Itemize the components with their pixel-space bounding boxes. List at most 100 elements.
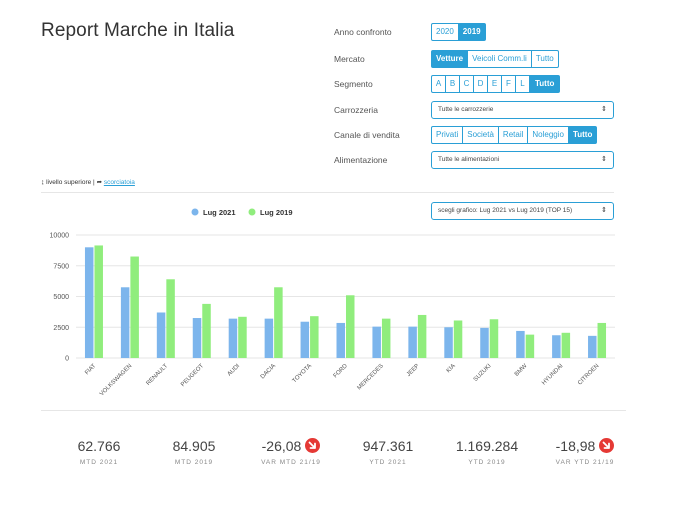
bar-lug-2021 <box>120 287 130 358</box>
breadcrumb-shortcut-link[interactable]: scorciatoia <box>103 179 135 186</box>
share-arrow-icon: ➦ <box>96 179 103 186</box>
kpi-value: 1.169.284 <box>455 438 519 454</box>
bar-lug-2019 <box>274 287 283 358</box>
kpi-label: MTD 2021 <box>79 459 119 466</box>
filter-row-alimentazione: Alimentazione Tutte le alimentazioni ⇕ <box>334 151 624 169</box>
legend-marker <box>248 208 256 216</box>
bar-lug-2019 <box>202 303 211 358</box>
sort-arrows-icon: ⇕ <box>601 207 607 214</box>
bar-lug-2021 <box>372 326 381 358</box>
canale-option-button[interactable]: Tutto <box>567 126 598 144</box>
mercato-option-button[interactable]: Tutto <box>530 50 559 68</box>
kpi-card: 62.766 MTD 2021 <box>51 438 147 466</box>
legend-label: Lug 2021 <box>203 208 236 217</box>
breadcrumb: ↨ livello superiore | ➦ scorciatoia <box>41 178 135 186</box>
canale-option-button[interactable]: Retail <box>497 126 529 144</box>
bar-lug-2019 <box>525 334 535 358</box>
kpi-label: MTD 2019 <box>174 459 214 466</box>
bar-lug-2021 <box>408 326 417 358</box>
x-tick-label: DACIA <box>260 363 277 380</box>
mercato-option-button[interactable]: Veicoli Comm.li <box>467 50 532 68</box>
legend-marker <box>191 208 199 216</box>
bar-lug-2019 <box>417 314 427 358</box>
segmento-option-button[interactable]: F <box>501 75 516 93</box>
filter-label-carrozzeria: Carrozzeria <box>334 105 378 115</box>
chart-type-select-value: scegli grafico: Lug 2021 vs Lug 2019 (TO… <box>438 207 573 214</box>
level-up-icon: ↨ <box>41 179 45 186</box>
segmento-option-button[interactable]: A <box>431 75 446 93</box>
segmento-option-button[interactable]: C <box>459 75 474 93</box>
bar-lug-2019 <box>94 245 103 358</box>
x-tick-label: VOLKSWAGEN <box>99 363 133 397</box>
segmento-option-button[interactable]: B <box>445 75 460 93</box>
canale-option-button[interactable]: Privati <box>431 126 464 144</box>
bar-lug-2021 <box>336 322 345 358</box>
canale-option-button[interactable]: Noleggio <box>527 126 569 144</box>
bar-lug-2019 <box>453 320 463 358</box>
bar-lug-2021 <box>156 312 166 358</box>
bar-lug-2021 <box>588 335 597 358</box>
anno-option-button[interactable]: 2020 <box>431 23 459 41</box>
x-tick-label: HYUNDAI <box>541 363 565 387</box>
kpi-value: 84.905 <box>172 438 216 454</box>
bar-lug-2021 <box>444 327 453 358</box>
bar-lug-2019 <box>130 256 139 358</box>
bar-lug-2021 <box>480 327 489 358</box>
bar-lug-2019 <box>310 316 319 358</box>
kpi-label: YTD 2021 <box>369 459 407 466</box>
segmento-option-button[interactable]: Tutto <box>529 75 561 93</box>
kpi-card: 84.905 MTD 2019 <box>146 438 242 466</box>
kpi-label: YTD 2019 <box>468 459 506 466</box>
x-tick-label: AUDI <box>227 363 242 378</box>
filter-row-anno: Anno confronto 2020 2019 <box>334 23 624 41</box>
kpi-label: VAR YTD 21/19 <box>555 459 615 466</box>
y-tick-label: 5000 <box>53 294 69 301</box>
kpi-value: -18,98 <box>537 438 633 454</box>
kpi-card: 947.361 YTD 2021 <box>340 438 436 466</box>
x-tick-label: CITROEN <box>577 363 600 386</box>
carrozzeria-select-value: Tutte le carrozzerie <box>438 106 494 113</box>
bar-lug-2019 <box>597 322 607 358</box>
x-tick-label: FIAT <box>84 363 97 376</box>
x-tick-label: KIA <box>446 363 457 374</box>
legend-label: Lug 2019 <box>260 208 293 217</box>
y-tick-label: 10000 <box>50 233 70 240</box>
bar-lug-2019 <box>238 316 247 358</box>
kpi-value: 62.766 <box>77 438 121 454</box>
x-tick-label: JEEP <box>406 363 421 378</box>
bar-lug-2021 <box>516 330 525 358</box>
mercato-option-button[interactable]: Vetture <box>431 50 469 68</box>
anno-button-group: 2020 2019 <box>431 23 486 41</box>
x-tick-label: TOYOTA <box>292 363 313 384</box>
x-tick-label: MERCEDES <box>357 363 385 391</box>
filter-label-anno: Anno confronto <box>334 27 392 37</box>
bar-lug-2019 <box>381 318 391 358</box>
anno-option-button[interactable]: 2019 <box>457 23 486 41</box>
bar-lug-2021 <box>264 318 274 358</box>
kpi-value: 947.361 <box>362 438 414 454</box>
filter-label-alimentazione: Alimentazione <box>334 155 388 165</box>
segmento-option-button[interactable]: L <box>515 75 530 93</box>
kpi-row: 62.766 MTD 2021 84.905 MTD 2019 -26,08 VAR MT… <box>41 438 621 478</box>
segmento-option-button[interactable]: E <box>487 75 502 93</box>
alimentazione-select[interactable]: Tutte le alimentazioni ⇕ <box>431 151 614 169</box>
bar-lug-2021 <box>192 318 202 358</box>
breadcrumb-up-link[interactable]: livello superiore <box>46 179 92 186</box>
kpi-label: VAR MTD 21/19 <box>261 459 321 466</box>
x-tick-label: RENAULT <box>146 363 170 387</box>
kpi-divider <box>41 410 626 411</box>
bar-lug-2019 <box>561 332 571 358</box>
chart-type-select[interactable]: scegli grafico: Lug 2021 vs Lug 2019 (TO… <box>431 202 614 220</box>
y-tick-label: 2500 <box>53 325 69 332</box>
sort-arrows-icon: ⇕ <box>601 106 607 113</box>
trend-down-icon <box>305 438 321 453</box>
carrozzeria-select[interactable]: Tutte le carrozzerie ⇕ <box>431 101 614 119</box>
canale-option-button[interactable]: Società <box>462 126 499 144</box>
top-divider <box>41 192 614 193</box>
filter-label-segmento: Segmento <box>334 79 373 89</box>
segmento-option-button[interactable]: D <box>473 75 488 93</box>
filter-label-canale: Canale di vendita <box>334 130 400 140</box>
segmento-button-group: A B C D E F L Tutto <box>431 75 561 93</box>
page-title: Report Marche in Italia <box>41 20 235 41</box>
x-tick-label: SUZUKI <box>473 363 493 383</box>
